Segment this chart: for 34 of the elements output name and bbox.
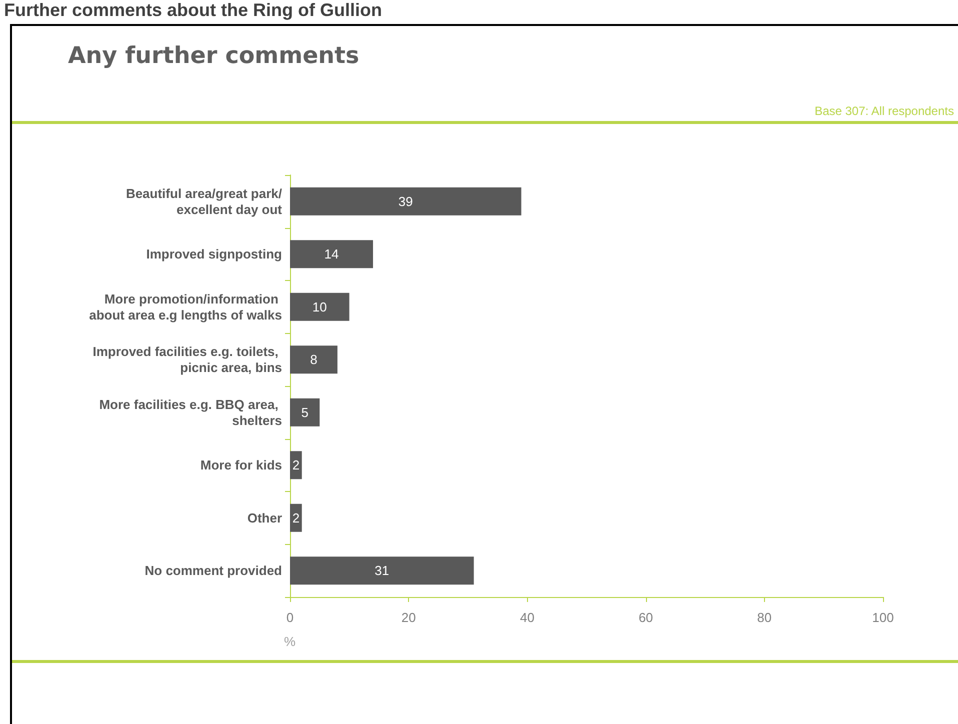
bar bbox=[290, 292, 350, 321]
data-label: 10 bbox=[312, 299, 327, 314]
y-tick-label: More for kids bbox=[200, 458, 282, 473]
y-tick-label: Beautiful area/great park/excellent day out bbox=[126, 186, 283, 217]
y-tick-label: More promotion/information about area e.g lengths of walks bbox=[89, 291, 282, 322]
bar bbox=[290, 240, 374, 268]
data-label: 2 bbox=[292, 458, 300, 473]
bar bbox=[290, 187, 522, 216]
y-tick-label: Improved signposting bbox=[146, 246, 282, 262]
text: Further comments about the Ring of Gullion bbox=[4, 0, 382, 21]
data-label: 14 bbox=[324, 246, 339, 262]
bar bbox=[290, 504, 302, 532]
chart-title: Any further comments bbox=[68, 43, 360, 69]
y-tick-label: Other bbox=[247, 510, 282, 526]
x-tick-label: 60 bbox=[638, 610, 654, 625]
y-tick-label: Improved facilities e.g. toilets, picnic area, bins bbox=[92, 344, 282, 376]
y-tick-label: No comment provided bbox=[144, 563, 282, 578]
data-label: 8 bbox=[310, 352, 318, 368]
y-tick-label: More facilities e.g. BBQ area, shelters bbox=[99, 396, 282, 428]
x-tick-label: 20 bbox=[401, 610, 416, 625]
x-tick-label: 0 bbox=[286, 610, 294, 625]
text: Base 307: All respondents bbox=[814, 104, 954, 118]
data-label: 2 bbox=[292, 510, 300, 526]
data-label: 5 bbox=[301, 404, 308, 420]
bar bbox=[290, 556, 474, 585]
data-label: 31 bbox=[374, 563, 390, 578]
bar bbox=[290, 398, 320, 426]
bar bbox=[290, 451, 302, 480]
x-tick-label: 100 bbox=[872, 610, 894, 625]
bar bbox=[290, 346, 338, 374]
x-axis-title: % bbox=[284, 634, 296, 649]
x-tick-label: 80 bbox=[757, 610, 772, 625]
x-tick-label: 40 bbox=[520, 610, 534, 625]
data-label: 39 bbox=[398, 194, 413, 209]
